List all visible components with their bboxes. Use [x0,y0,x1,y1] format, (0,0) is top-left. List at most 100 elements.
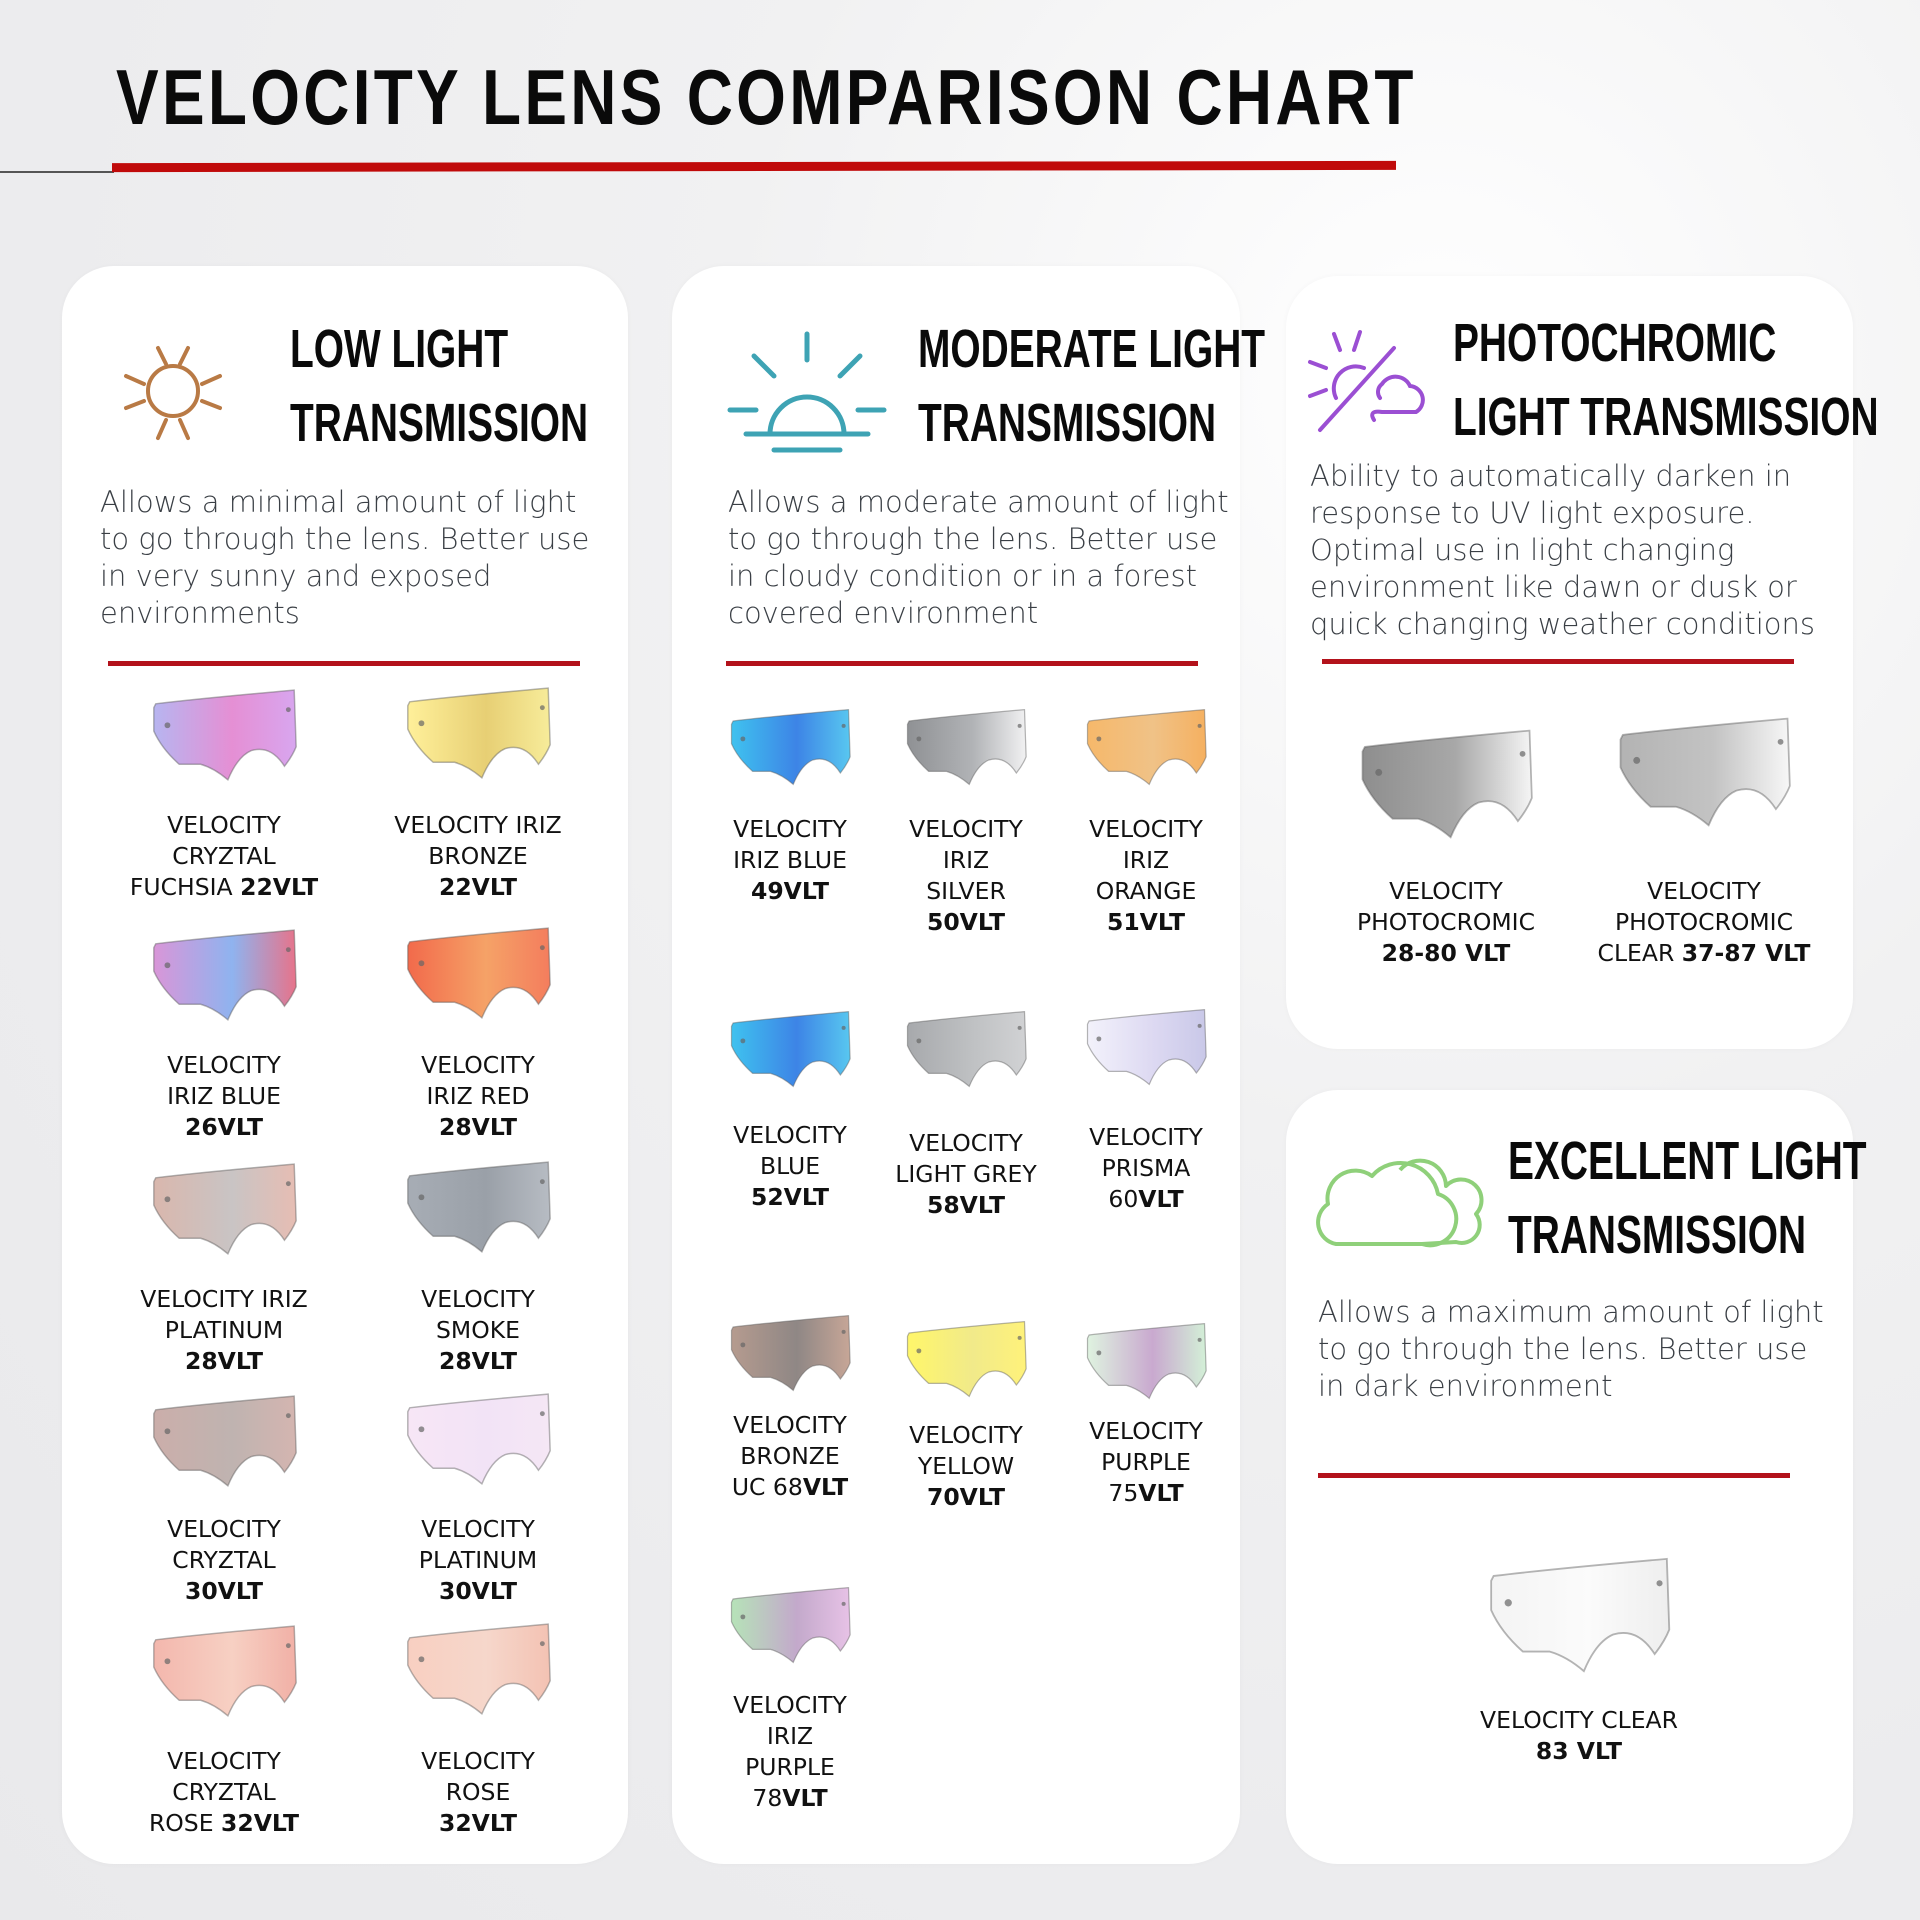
lens-image [1081,1320,1211,1406]
lens-name: VELOCITY IRIZ SILVER [909,815,1023,905]
lens-image [153,1395,297,1488]
lens-name: VELOCITY CRYZTAL [167,1515,281,1574]
lens-image [400,1390,556,1492]
section-divider [1318,1473,1790,1478]
lens-image [906,1010,1027,1088]
lens-vlt: 52VLT [750,1183,829,1211]
lens-name: VELOCITY IRIZ BLUE [733,815,847,874]
section-title: MODERATE LIGHT TRANSMISSION [918,319,1266,453]
lens-name: VELOCITY CLEAR [1480,1706,1678,1734]
lens-image [400,924,556,1026]
lens-image [725,1584,855,1670]
lens-image [153,929,297,1022]
lens-name: VELOCITY BRONZE UC 68 [731,1411,847,1501]
lens-vlt: 50VLT [926,908,1005,936]
lens-vlt: 32VLT [221,1809,300,1837]
lens-image [906,1320,1027,1398]
lens-image [730,1586,851,1664]
section-divider [726,661,1198,666]
lens-label: VELOCITY BRONZE UC 68VLT [660,1410,920,1503]
lens-label: VELOCITY CRYZTAL ROSE 32VLT [94,1746,354,1839]
lens-name: VELOCITY IRIZ RED [421,1051,535,1110]
lens-name: VELOCITY SMOKE [421,1285,535,1344]
section-divider [108,661,580,666]
lens-image [725,706,855,792]
lens-label: VELOCITY CLEAR 83 VLT [1449,1705,1709,1767]
card-photochromic: PHOTOCHROMIC LIGHT TRANSMISSION Ability … [1286,276,1879,1049]
section-title: LOW LIGHT TRANSMISSION [290,319,589,453]
lens-image [400,1620,556,1722]
lens-label: VELOCITY ROSE 32VLT [348,1746,608,1839]
lens-label: VELOCITY IRIZ PURPLE 78VLT [660,1690,920,1814]
lens-image [153,1163,297,1256]
lens-image [730,708,851,786]
lens-vlt: 22VLT [240,873,319,901]
lens-name: VELOCITY ROSE [421,1747,535,1806]
section-description: Ability to automatically darken in respo… [1310,459,1815,641]
lens-label: VELOCITY LIGHT GREY 58VLT [836,1128,1096,1221]
lens-image [1086,1008,1207,1086]
lens-vlt: VLT [802,1473,849,1501]
lens-image [1490,1557,1671,1673]
lens-vlt: 32VLT [438,1809,517,1837]
lens-image [901,1008,1031,1094]
lens-image [407,687,551,780]
section-divider [1322,659,1794,664]
lens-label: VELOCITY IRIZ BLUE 26VLT [94,1050,354,1143]
lens-vlt: 28VLT [438,1113,517,1141]
lens-vlt: 22VLT [438,873,517,901]
section-title: EXCELLENT LIGHT TRANSMISSION [1508,1131,1867,1265]
lens-label: VELOCITY BLUE 52VLT [660,1120,920,1213]
lens-image [901,1318,1031,1404]
lens-name: VELOCITY IRIZ PLATINUM [140,1285,308,1344]
lens-name: VELOCITY LIGHT GREY [895,1129,1037,1188]
lens-vlt: VLT [782,1784,828,1812]
lens-vlt: 58VLT [926,1191,1005,1219]
lens-label: VELOCITY IRIZ BLUE 49VLT [660,814,920,907]
sun-icon [124,346,222,440]
lens-name: VELOCITY PURPLE 75 [1089,1417,1203,1507]
lens-label: VELOCITY YELLOW 70VLT [836,1420,1096,1513]
lens-vlt: 70VLT [926,1483,1005,1511]
lens-image [407,1393,551,1486]
cloud-icon [1316,1158,1484,1248]
title-rule [111,160,1397,173]
lens-image [730,1010,851,1088]
lens-label: VELOCITY PLATINUM 30VLT [348,1514,608,1607]
lens-label: VELOCITY IRIZ SILVER 50VLT [836,814,1096,938]
sunrise-icon [727,331,887,453]
lens-vlt: 26VLT [184,1113,263,1141]
lens-label: VELOCITY IRIZ PLATINUM 28VLT [94,1284,354,1377]
lens-vlt: 51VLT [1106,908,1185,936]
lens-vlt: 49VLT [750,877,829,905]
section-description: Allows a minimal amount of light to go t… [100,485,590,630]
lens-vlt: 28VLT [184,1347,263,1375]
section-title: PHOTOCHROMIC LIGHT TRANSMISSION [1453,313,1879,447]
lens-label: VELOCITY PRISMA 60VLT [1016,1122,1276,1215]
lens-label: VELOCITY CRYZTAL 30VLT [94,1514,354,1607]
lens-image [407,1623,551,1716]
lens-image [1081,1006,1211,1092]
lens-label: VELOCITY IRIZ BRONZE 22VLT [348,810,608,903]
lens-name: VELOCITY PHOTOCROMIC [1356,877,1536,936]
lens-vlt: 37-87 VLT [1681,939,1811,967]
lens-name: VELOCITY PHOTOCROMIC CLEAR [1597,877,1794,967]
lens-image [906,708,1027,786]
lens-name: VELOCITY CRYZTAL ROSE [148,1747,281,1837]
lens-name: VELOCITY YELLOW [909,1421,1023,1480]
lens-vlt: 28VLT [438,1347,517,1375]
card-moderate-light: MODERATE LIGHT TRANSMISSION Allows a mod… [672,266,1265,1864]
lens-vlt: 30VLT [438,1577,517,1605]
lens-image [725,1312,855,1398]
lens-name: VELOCITY CRYZTAL FUCHSIA [129,811,281,901]
lens-label: VELOCITY PHOTOCROMIC CLEAR 37-87 VLT [1574,876,1834,969]
sun-cloud-slash-icon [1308,330,1425,432]
lens-image [901,706,1031,792]
lens-image [153,1625,297,1718]
section-description: Allows a moderate amount of light to go … [728,485,1229,630]
card-excellent-light: EXCELLENT LIGHT TRANSMISSION Allows a ma… [1286,1090,1867,1864]
page-title: VELOCITY LENS COMPARISON CHART [116,53,1417,141]
lens-image [153,689,297,782]
lens-image [407,927,551,1020]
lens-vlt: 28-80 VLT [1381,939,1511,967]
